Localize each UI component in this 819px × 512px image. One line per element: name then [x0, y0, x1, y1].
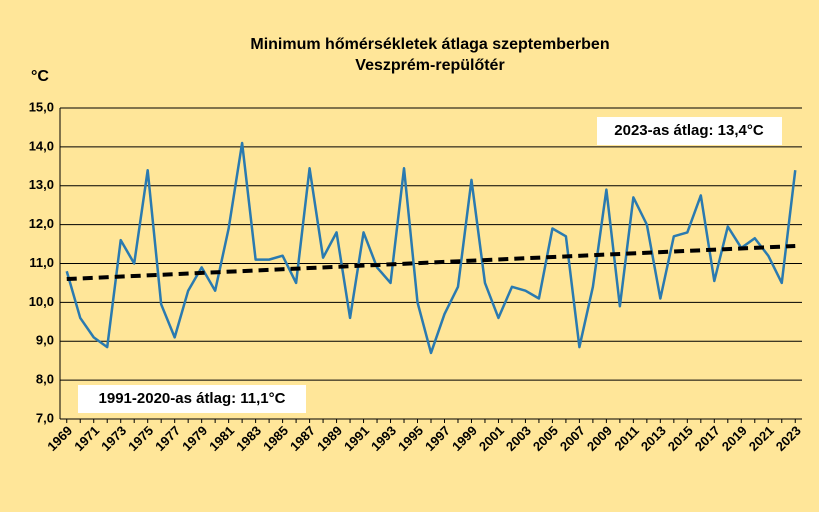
data-line	[65, 141, 797, 355]
y-tick-label: 15,0	[29, 99, 54, 114]
y-tick-label: 8,0	[36, 372, 54, 387]
annotation-box	[78, 385, 306, 413]
chart-title: Minimum hőmérsékletek átlaga szeptemberb…	[250, 36, 609, 53]
y-tick-label: 13,0	[29, 177, 54, 192]
trend-line	[66, 244, 796, 282]
y-tick-label: 7,0	[36, 410, 54, 425]
annotation: 1991-2020-as átlag: 11,1°C	[99, 390, 286, 407]
y-tick-label: 9,0	[36, 333, 54, 348]
y-tick-label: 10,0	[29, 294, 54, 309]
chart-subtitle: Veszprém-repülőtér	[355, 57, 504, 74]
y-axis-label: °C	[31, 68, 49, 85]
annotation: 2023-as átlag: 13,4°C	[614, 122, 764, 139]
y-tick-label: 12,0	[29, 216, 54, 231]
y-tick-label: 14,0	[29, 138, 54, 153]
annotation-box	[597, 117, 782, 145]
y-tick-label: 11,0	[29, 255, 54, 270]
